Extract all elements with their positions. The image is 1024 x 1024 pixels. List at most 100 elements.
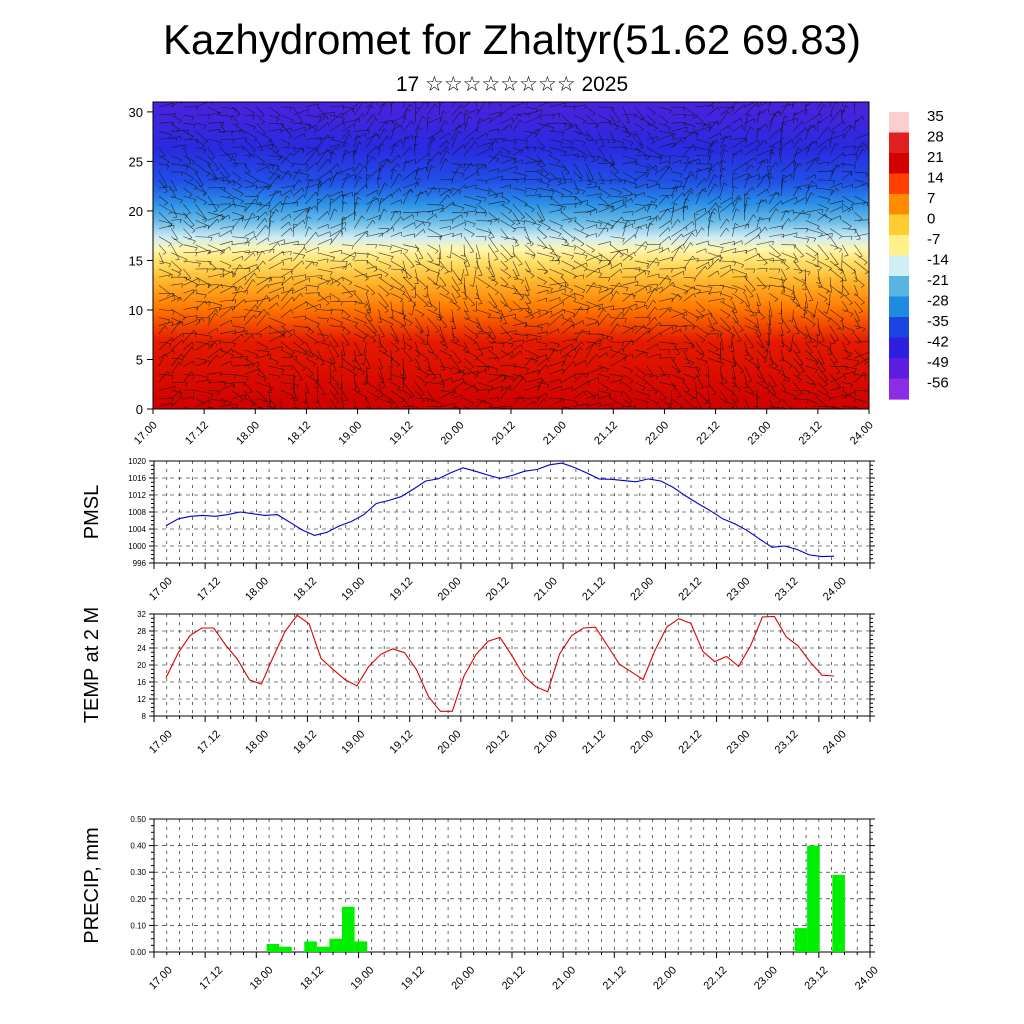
wind-barb [524,131,538,134]
wind-barb-flag [824,145,828,150]
wind-barb-flag [166,161,170,165]
wind-barb-flag [191,116,194,121]
wind-barb-flag [786,210,790,214]
wind-barb [744,187,753,197]
wind-barb-flag [578,179,583,183]
wind-barb-flag [461,214,463,219]
wind-barb [817,102,823,108]
wind-barb-flag [474,207,477,212]
wind-barb [610,216,623,229]
wind-barb-flag [871,342,872,346]
x-tick-label: 22.12 [676,728,704,756]
wind-barb-flag [632,134,636,139]
wind-barb [585,122,598,125]
y-tick-label: 1012 [128,491,146,500]
wind-barb [854,145,868,148]
wind-barb [659,122,671,128]
wind-barb [841,105,846,116]
wind-barb [219,163,231,177]
wind-barb [500,105,514,116]
wind-barb-flag [538,224,541,229]
wind-barb-flag [767,188,769,193]
wind-barb-flag [669,110,672,114]
wind-barb-flag [472,411,475,414]
wind-barb [439,120,445,132]
wind-barb [537,163,549,175]
wind-barb [427,228,443,237]
wind-barb [207,121,224,124]
wind-barb-flag [645,173,647,178]
wind-barb-flag [470,162,474,167]
wind-barb [366,105,371,116]
wind-barb [463,195,482,202]
wind-barb-flag [546,184,550,189]
wind-barb [646,183,660,189]
wind-barb-flag [636,161,638,166]
x-tick-label: 19.00 [339,575,367,603]
wind-barb [671,192,684,205]
wind-barb [244,153,255,156]
wind-barb [622,179,638,185]
wind-barb-flag [720,132,722,137]
wind-barb [719,160,723,172]
wind-barb [561,171,567,184]
wind-barb [768,176,771,189]
temp-series-line [165,614,835,712]
x-tick-label: 23.00 [725,728,753,756]
wind-barb [488,138,505,140]
wind-barb [659,187,678,189]
wind-barb-flag [816,226,820,230]
wind-barb-flag [254,198,258,203]
wind-barb-flag [690,190,694,195]
wind-barb-flag [352,108,355,113]
wind-barb [744,174,750,189]
wind-barb [573,104,586,108]
wind-barb-flag [213,178,218,182]
wind-barb-flag [633,179,637,183]
wind-barb-flag [794,112,799,116]
y-tick-label: 32 [137,610,146,619]
wind-barb-flag [825,213,828,218]
wind-barb-flag [229,203,231,208]
wind-barb-flag [862,141,866,146]
wind-barb [793,184,809,189]
wind-barb-flag [210,237,213,242]
wind-barb [744,139,759,148]
wind-barb-flag [327,134,331,139]
wind-barb-flag [354,212,357,217]
wind-barb [305,103,319,108]
wind-barb-flag [383,128,388,132]
wind-barb-flag [698,168,702,171]
wind-barb [353,165,365,181]
wind-barb-flag [451,179,454,184]
wind-barb [573,200,588,205]
x-tick-label: 21.12 [580,728,608,756]
wind-barb [219,187,232,196]
wind-barb [268,163,280,167]
wind-barb [817,203,829,210]
wind-barb [366,189,378,197]
wind-barb [317,181,320,197]
wind-barb [378,103,385,116]
wind-barb-flag [624,146,627,151]
wind-barb-flag [409,96,412,99]
wind-barb-flag [507,151,511,156]
wind-barb [256,185,269,189]
wind-barb [329,121,344,132]
wind-barb-flag [578,132,583,135]
wind-barb-flag [377,198,379,203]
wind-barb [219,195,235,200]
wind-barb-flag [172,121,174,126]
wind-barb-flag [548,122,550,127]
wind-barb [634,139,644,148]
x-tick-label: 21.00 [532,728,560,756]
wind-barb [317,116,328,124]
wind-barb [524,170,543,173]
wind-barb-flag [306,174,310,179]
wind-barb [268,168,279,181]
wind-barb-flag [775,92,778,95]
wind-barb [646,216,657,221]
wind-barb-flag [393,169,397,172]
wind-barb [488,175,503,181]
